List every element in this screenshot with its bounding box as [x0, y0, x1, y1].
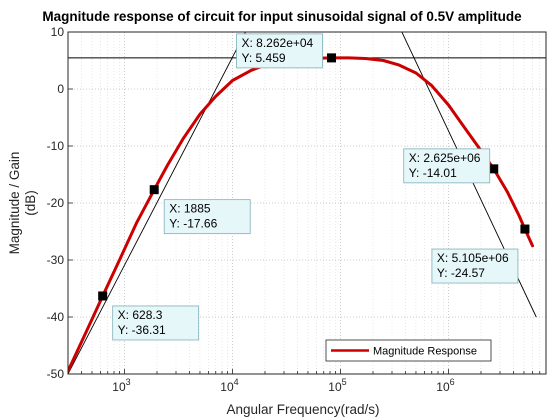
datatip-marker: [489, 164, 499, 174]
datatip-marker: [520, 224, 530, 234]
y-tick-label: -50: [47, 367, 65, 381]
datatip-x-text: X: 2.625e+06: [409, 151, 481, 165]
x-tick-label: 104: [220, 377, 238, 394]
chart-title: Magnitude response of circuit for input …: [42, 9, 522, 24]
x-axis-label: Angular Frequency(rad/s): [226, 402, 379, 417]
datatip-marker: [98, 291, 108, 301]
datatip-marker: [327, 53, 337, 63]
datatip-x-text: X: 8.262e+04: [242, 36, 314, 50]
datatip-y-text: Y: 5.459: [242, 51, 286, 65]
legend-box: [325, 339, 492, 362]
datatip-y-text: Y: -17.66: [169, 217, 217, 231]
datatip-box: [236, 33, 323, 69]
datatip-box: [112, 305, 200, 341]
y-tick-label: -20: [47, 196, 65, 210]
legend: Magnitude Response: [325, 339, 492, 362]
y-tick-label: -10: [47, 139, 65, 153]
datatip-x-text: X: 5.105e+06: [437, 251, 509, 265]
x-tick-label: 105: [328, 377, 346, 394]
legend-label: Magnitude Response: [373, 346, 477, 358]
y-axis-label: Magnitude / Gain (dB): [7, 152, 38, 255]
datatip-box: [403, 148, 491, 184]
datatip-y-text: Y: -36.31: [118, 323, 166, 337]
y-tick-label: -40: [47, 310, 65, 324]
y-tick-label: -30: [47, 253, 65, 267]
datatip-x-text: X: 628.3: [118, 308, 163, 322]
datatip-y-text: Y: -14.01: [409, 166, 457, 180]
y-axis-label-line1: Magnitude / Gain: [7, 152, 22, 255]
datatip-x-text: X: 1885: [169, 202, 211, 216]
datatip-box: [431, 248, 519, 284]
y-axis-label-line2: (dB): [23, 190, 38, 216]
asymptote-line: [68, 32, 247, 374]
y-tick-label: 10: [51, 25, 65, 39]
datatip-marker: [149, 185, 159, 195]
datatip-box: [163, 199, 251, 235]
x-tick-label: 103: [112, 377, 130, 394]
x-tick-label: 106: [436, 377, 454, 394]
y-tick-label: 0: [57, 82, 64, 96]
datatip-y-text: Y: -24.57: [437, 266, 485, 280]
